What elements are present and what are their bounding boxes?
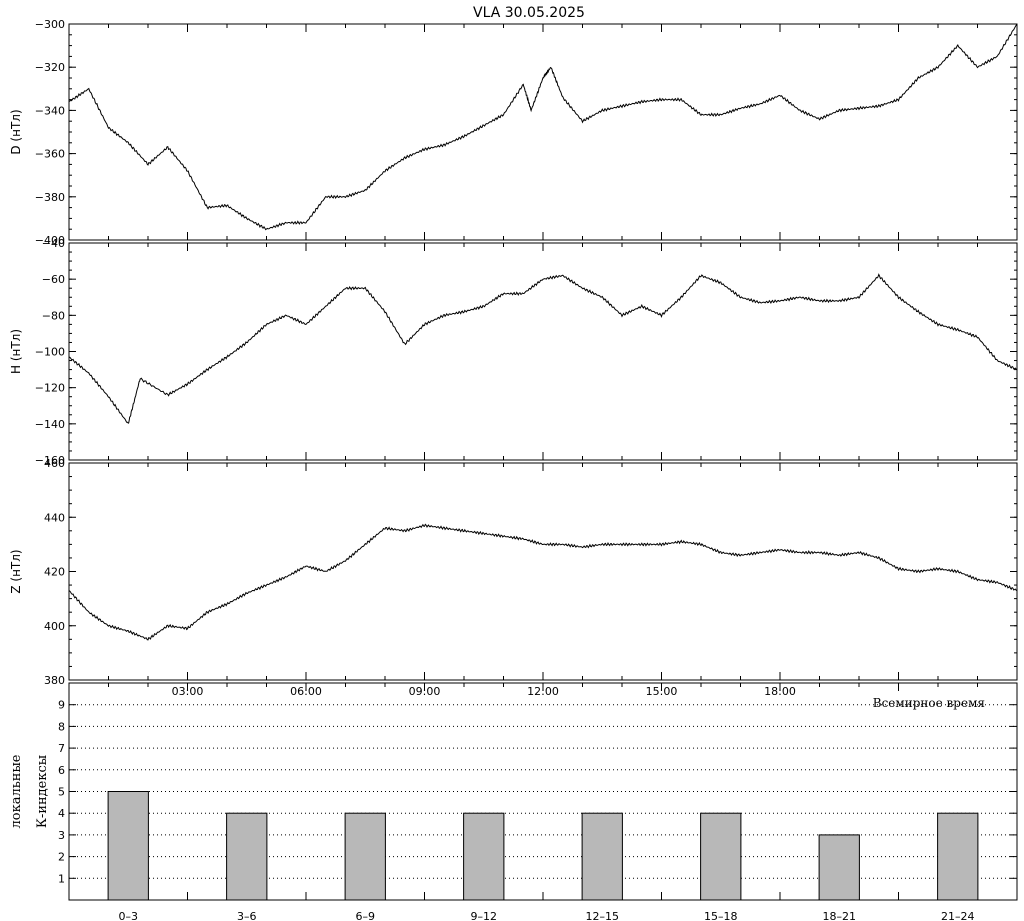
chart-title: VLA 30.05.2025	[473, 5, 585, 21]
y-tick-label: −40	[42, 237, 65, 250]
y-tick-label: −320	[35, 61, 65, 74]
k-index-bar	[463, 812, 505, 901]
y-tick-label: 460	[44, 457, 65, 470]
x-time-label: 03:00	[172, 685, 204, 698]
k-index-category-label: 18–21	[823, 910, 857, 921]
y-tick-label: −340	[35, 104, 65, 117]
k-index-category-label: 21–24	[941, 910, 975, 921]
panel-frame	[68, 682, 1018, 901]
y-tick-label: −400	[35, 234, 65, 247]
y-axis-label: H (нТл)	[9, 329, 23, 374]
y-tick-label: 6	[58, 764, 65, 777]
y-tick-label: 5	[58, 786, 65, 799]
y-tick-label: 420	[44, 566, 65, 579]
x-time-label: 06:00	[290, 685, 322, 698]
panel-k: 1 2 3 4 5 6 7 8 9 локальные К-индексы 0–3 3–6 6–9 9–12…	[9, 682, 1018, 921]
y-tick-label: −60	[42, 273, 65, 286]
x-time-label: 12:00	[527, 685, 559, 698]
x-axis-label: Всемирное время	[873, 696, 985, 710]
k-index-bar	[107, 791, 149, 901]
k-index-bar	[344, 812, 386, 901]
y-tick-label: −360	[35, 148, 65, 161]
y-tick-label: 380	[44, 674, 65, 687]
y-tick-label: 4	[58, 807, 65, 820]
x-time-label: 15:00	[646, 685, 678, 698]
y-tick-label: −80	[42, 309, 65, 322]
y-tick-label: −120	[35, 382, 65, 395]
k-index-category-label: 6–9	[356, 910, 376, 921]
k-index-bar	[937, 812, 979, 901]
panel-h: −160 −140 −120 −100 −80 −60 −40 H (нТл)	[9, 237, 1018, 467]
series-line-h	[68, 273, 1018, 424]
series-line-d	[68, 23, 1018, 231]
x-time-label: 09:00	[409, 685, 441, 698]
k-index-category-label: 3–6	[237, 910, 257, 921]
y-tick-label: −140	[35, 418, 65, 431]
y-tick-label: 8	[58, 720, 65, 733]
k-index-bar	[818, 834, 860, 901]
x-time-label: 18:00	[764, 685, 796, 698]
k-index-category-label: 9–12	[471, 910, 498, 921]
y-tick-label: 400	[44, 620, 65, 633]
y-tick-label: −380	[35, 191, 65, 204]
k-index-bar	[700, 812, 742, 901]
y-axis-label-line2: К-индексы	[35, 755, 50, 828]
panel-d: −400 −380 −360 −340 −320 −300 D (нТл)	[9, 18, 1018, 247]
y-tick-label: 440	[44, 511, 65, 524]
y-axis-label: D (нТл)	[9, 109, 23, 154]
k-index-category-label: 12–15	[586, 910, 620, 921]
k-index-bar	[581, 812, 623, 901]
y-tick-label: 7	[58, 742, 65, 755]
k-index-category-label: 15–18	[704, 910, 738, 921]
series-line-z	[68, 523, 1018, 641]
k-index-category-label: 0–3	[119, 910, 139, 921]
y-tick-label: 9	[58, 699, 65, 712]
y-axis-label-line1: локальные	[9, 754, 24, 828]
y-tick-label: 1	[58, 872, 65, 885]
panel-frame	[68, 462, 1018, 681]
panel-z: 380 400 420 440 460 Z (нТл)	[9, 457, 1018, 687]
panel-frame	[68, 242, 1018, 461]
y-tick-label: −100	[35, 346, 65, 359]
y-tick-label: 3	[58, 829, 65, 842]
k-index-bar	[226, 812, 268, 901]
y-tick-label: −160	[35, 454, 65, 467]
y-tick-label: 2	[58, 851, 65, 864]
y-axis-label: Z (нТл)	[9, 549, 23, 593]
y-tick-label: −300	[35, 18, 65, 31]
